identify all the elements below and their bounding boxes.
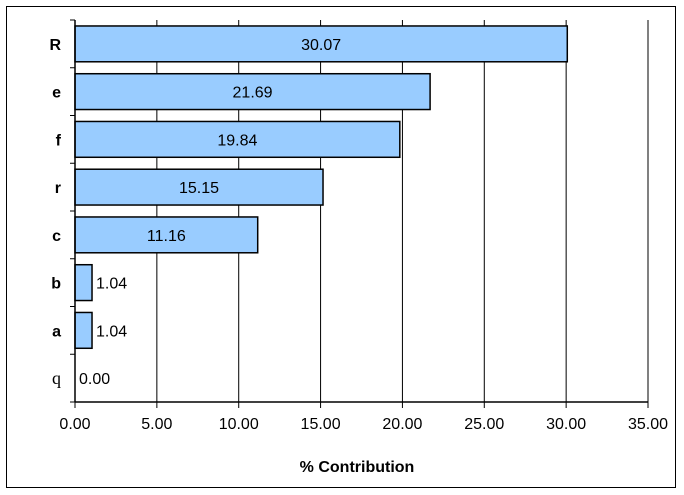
x-tick-label: 10.00 bbox=[219, 416, 259, 433]
x-tick-label: 0.00 bbox=[59, 416, 90, 433]
data-label: 11.16 bbox=[147, 228, 186, 245]
data-label: 30.07 bbox=[301, 37, 341, 54]
x-tick-label: 30.00 bbox=[546, 416, 586, 433]
bar-b bbox=[74, 263, 93, 302]
bar-a bbox=[74, 311, 93, 350]
axes bbox=[70, 19, 649, 408]
data-label: 1.04 bbox=[96, 276, 127, 293]
bar-r bbox=[74, 168, 324, 206]
x-tick-label: 5.00 bbox=[141, 416, 172, 433]
x-tick-label: 15.00 bbox=[301, 416, 341, 433]
x-axis-title: % Contribution bbox=[300, 459, 415, 476]
y-tick-label: q bbox=[52, 368, 61, 388]
y-tick-label: f bbox=[56, 132, 62, 149]
bars bbox=[74, 25, 569, 350]
x-tick-label: 35.00 bbox=[628, 416, 668, 433]
data-label: 0.00 bbox=[79, 371, 110, 388]
y-tick-label: R bbox=[49, 37, 61, 54]
y-tick-label: r bbox=[55, 180, 61, 197]
bar-c bbox=[74, 216, 259, 254]
y-tick-label: e bbox=[52, 85, 61, 102]
bar-R bbox=[74, 25, 569, 63]
y-tick-label: c bbox=[52, 228, 61, 245]
data-label: 19.84 bbox=[217, 132, 257, 149]
data-label: 15.15 bbox=[179, 180, 219, 197]
data-label: 1.04 bbox=[96, 323, 127, 340]
x-tick-label: 20.00 bbox=[382, 416, 422, 433]
bar-e bbox=[74, 72, 431, 111]
x-tick-label: 25.00 bbox=[464, 416, 504, 433]
labels: 0.00 5.00 10.00 15.00 20.00 25.00 30.00 35.00 R 3… bbox=[49, 37, 668, 433]
data-label: 21.69 bbox=[233, 85, 273, 102]
y-tick-label: a bbox=[52, 323, 61, 340]
y-tick-label: b bbox=[51, 276, 61, 293]
